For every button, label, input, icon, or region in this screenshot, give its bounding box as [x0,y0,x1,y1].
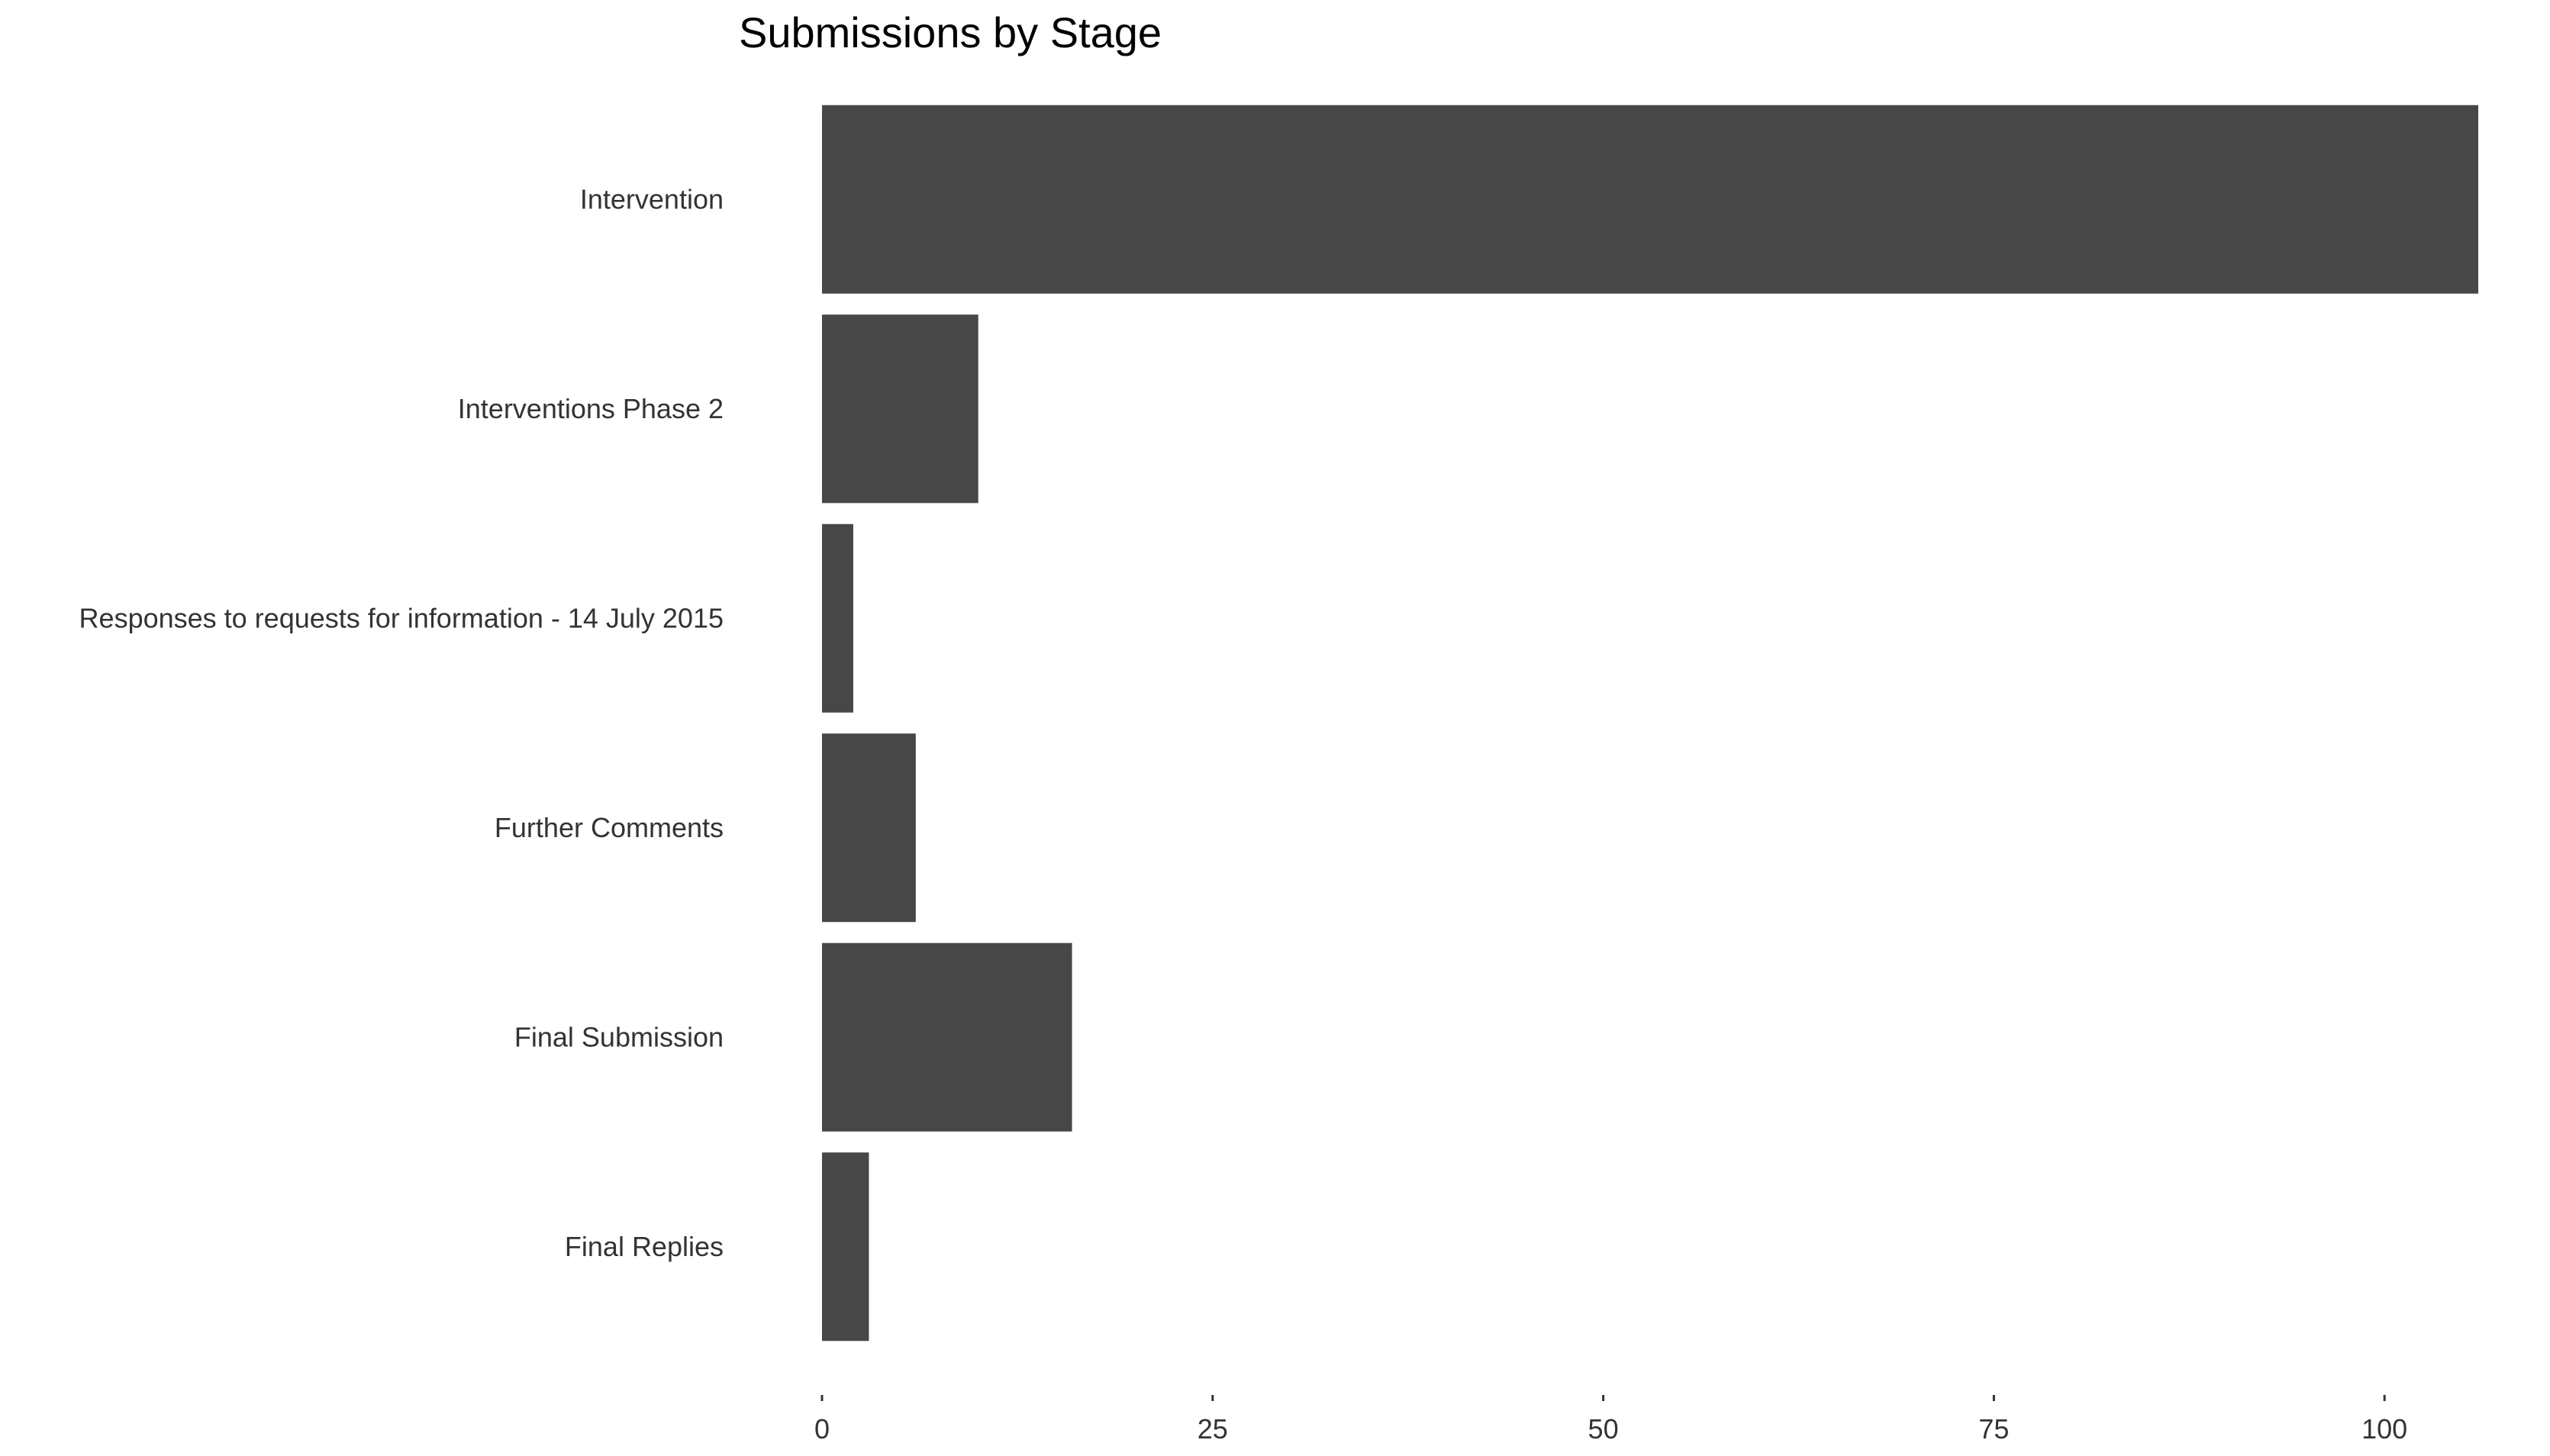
category-labels: Intervention Interventions Phase 2 Respons… [79,183,724,1262]
x-tick-label-0: 0 [814,1413,830,1445]
bar-final-replies [822,1152,869,1342]
category-label-final-submission: Final Submission [514,1021,724,1052]
x-tick-label-75: 75 [1978,1413,2009,1445]
bars-group [822,105,2478,1342]
category-label-intervention: Intervention [580,183,724,214]
chart-title: Submissions by Stage [739,8,1162,56]
category-label-interventions-phase-2: Interventions Phase 2 [458,393,724,424]
bar-further-comments [822,733,916,923]
x-tick-label-25: 25 [1198,1413,1228,1445]
x-tick-label-100: 100 [2361,1413,2407,1445]
category-label-final-replies: Final Replies [565,1231,724,1262]
bar-final-submission [822,942,1072,1132]
bar-responses-to-requests-for-information-14-july-2015 [822,523,853,713]
x-tick-label-50: 50 [1588,1413,1619,1445]
category-label-responses-to-requests-for-information-14-july-2015: Responses to requests for information - … [79,602,724,633]
category-label-further-comments: Further Comments [495,812,724,843]
x-axis: 0 25 50 75 100 [814,1395,2407,1445]
bar-intervention [822,105,2478,294]
bar-interventions-phase-2 [822,314,978,504]
